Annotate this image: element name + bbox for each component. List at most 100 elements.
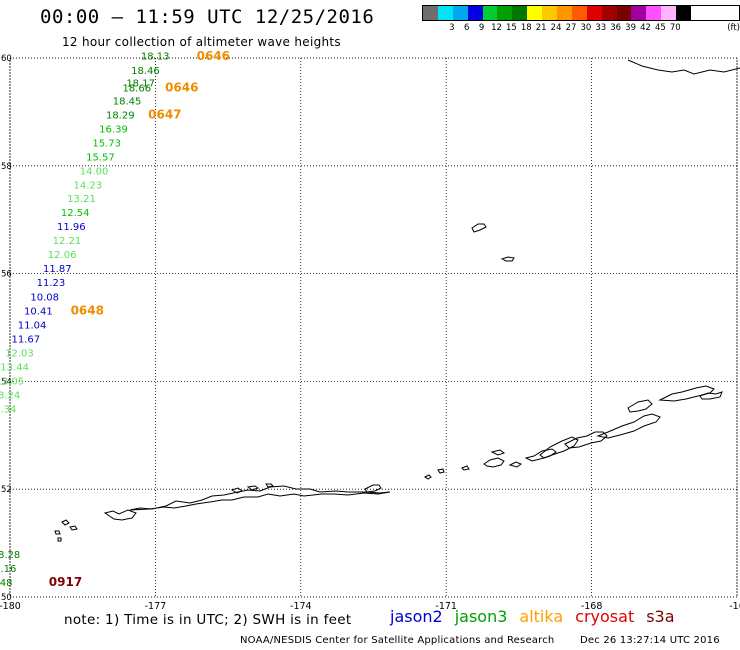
- color-scale-label: 12: [491, 23, 502, 33]
- footnote: note: 1) Time is in UTC; 2) SWH is in fe…: [64, 612, 352, 628]
- color-swatch: [452, 6, 468, 20]
- color-swatch: [646, 6, 662, 20]
- color-scale-label: 15: [505, 23, 517, 33]
- wave-height-label: 11.96: [57, 222, 86, 233]
- color-swatch: [676, 6, 692, 20]
- pribilof-islands: [471, 223, 515, 262]
- color-swatch: [527, 6, 543, 20]
- color-scale-legend: (ft) 3 6 9 12 15 18 21 24 27 30 33 36 39 42 45 70: [422, 5, 740, 35]
- pass-time-label: 0646: [165, 80, 198, 94]
- satellite-legend-item: s3a: [646, 607, 675, 626]
- longitude-tick-label: -16: [729, 601, 740, 612]
- aleutian-islands-central: [230, 483, 275, 494]
- wave-height-label: 11.23: [37, 278, 66, 289]
- aleutian-islands-east: [699, 391, 723, 400]
- aleutian-islands-east: [424, 465, 470, 480]
- wave-height-label: 18.66: [122, 83, 151, 94]
- coastline: [54, 59, 740, 542]
- color-scale-label: 36: [610, 23, 622, 33]
- aleutian-islands-east: [539, 436, 579, 459]
- color-swatch: [616, 6, 632, 20]
- longitude-tick-label: -171: [435, 601, 457, 612]
- color-swatch: [482, 6, 498, 20]
- aleutian-islands-east: [364, 484, 382, 493]
- color-scale-label: 42: [640, 23, 651, 33]
- color-scale-swatches: [422, 5, 740, 21]
- pass-time-label: 0917: [49, 575, 82, 589]
- satellite-legend-item: altika: [519, 607, 564, 626]
- color-scale-label: 9: [478, 23, 485, 33]
- color-swatch: [542, 6, 558, 20]
- wave-height-label: 14.23: [73, 180, 102, 191]
- wave-height-label: 13.34: [0, 405, 16, 416]
- longitude-tick-label: -168: [581, 601, 603, 612]
- wave-height-label: 12.06: [48, 250, 77, 261]
- color-scale-label: 39: [625, 23, 637, 33]
- color-scale-label: 6: [463, 23, 470, 33]
- color-scale-labels: (ft) 3 6 9 12 15 18 21 24 27 30 33 36 39 42 45 70: [422, 23, 740, 35]
- satellite-legend-item: jason3: [454, 607, 508, 626]
- wave-height-label: 18.17: [126, 79, 155, 90]
- longitude-tick-label: -180: [0, 601, 21, 612]
- color-swatch: [423, 6, 438, 20]
- color-scale-label: 18: [520, 23, 532, 33]
- wave-height-label: 18.46: [131, 66, 160, 77]
- pass-time-label: 0647: [148, 107, 181, 121]
- wave-height-label: 11.04: [18, 321, 47, 332]
- color-scale-label: 70: [669, 23, 681, 33]
- latitude-tick-label: 54: [1, 377, 12, 387]
- pass-time-label: 0648: [71, 304, 104, 318]
- wave-height-label: 14.00: [80, 166, 109, 177]
- wave-height-label: 18.28: [0, 550, 20, 561]
- color-swatch: [586, 6, 602, 20]
- map-frame: [9, 57, 738, 598]
- longitude-tick-label: -174: [290, 601, 312, 612]
- satellite-legend-item: cryosat: [575, 607, 635, 626]
- aleutian-islands-east: [627, 385, 715, 413]
- aleutian-islands-east: [483, 449, 506, 468]
- color-scale-unit: (ft): [727, 23, 740, 33]
- latitude-tick-label: 52: [1, 485, 12, 495]
- wave-height-label: 13.21: [67, 194, 96, 205]
- color-scale-label: 24: [550, 23, 562, 33]
- satellite-legend: jason2 jason3 altika cryosat s3a: [390, 607, 675, 626]
- wave-height-label: 18.29: [106, 110, 135, 121]
- wave-height-label: 16.39: [99, 124, 128, 135]
- generated-timestamp: Dec 26 13:27:14 UTC 2016: [580, 635, 720, 646]
- color-swatch: [661, 6, 677, 20]
- credit-line: NOAA/NESDIS Center for Satellite Applica…: [240, 635, 555, 646]
- aleutian-islands-east: [596, 413, 661, 439]
- latitude-tick-label: 60: [1, 54, 12, 64]
- wave-height-label: 15.73: [92, 138, 121, 149]
- color-swatch: [497, 6, 513, 20]
- color-swatch: [557, 6, 572, 20]
- wave-height-label: 13.24: [0, 391, 20, 402]
- wave-height-label: 13.05: [0, 377, 24, 388]
- wave-height-label: 18.16: [0, 564, 16, 575]
- color-scale-label: 27: [565, 23, 577, 33]
- color-scale-label: 33: [595, 23, 607, 33]
- latitude-tick-label: 58: [1, 162, 12, 172]
- wave-height-label: 18.45: [113, 96, 142, 107]
- wave-height-label: 12.21: [53, 236, 82, 247]
- aleutian-islands-west: [103, 509, 137, 521]
- page-title: 00:00 – 11:59 UTC 12/25/2016: [40, 6, 375, 28]
- wave-height-label: 15.57: [86, 152, 115, 163]
- wave-height-label: 13.44: [0, 363, 29, 374]
- color-swatch: [437, 6, 453, 20]
- wave-height-label: 10.41: [24, 307, 53, 318]
- alaska-mainland: [627, 59, 740, 75]
- page-subtitle: 12 hour collection of altimeter wave hei…: [62, 35, 341, 49]
- aleutian-islands-east: [564, 431, 608, 449]
- aleutian-islands-central: [129, 485, 391, 511]
- map-grid: -180 -177 -174 -171 -168 -16 60 58 56 54 52 50: [0, 54, 740, 612]
- latitude-tick-label: 56: [1, 270, 12, 280]
- color-scale-label: 45: [654, 23, 666, 33]
- color-scale-label: 30: [580, 23, 592, 33]
- latitude-tick-label: 50: [1, 593, 12, 603]
- color-scale-label: 21: [535, 23, 547, 33]
- pass-time-label: 0646: [197, 49, 230, 63]
- color-swatch: [512, 6, 528, 20]
